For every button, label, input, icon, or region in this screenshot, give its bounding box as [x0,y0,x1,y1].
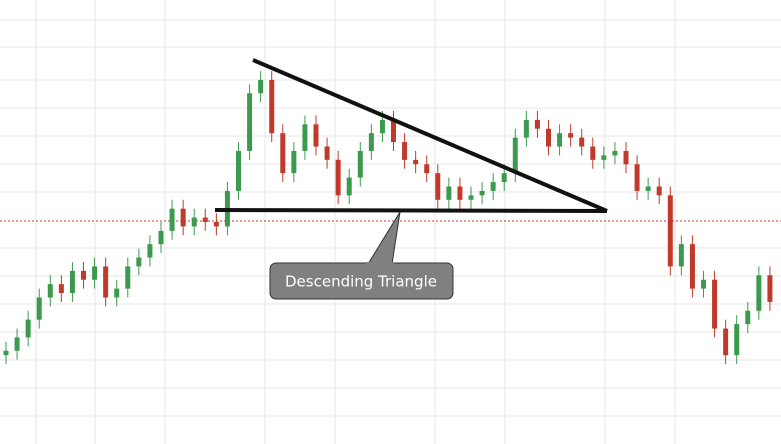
candle-body [756,275,762,311]
resistance-line [252,58,608,213]
candle-body [656,186,662,196]
candle-body [435,173,441,200]
candle-body [523,119,529,138]
callout-join [366,262,394,265]
candle-body [712,279,718,329]
candle-body [568,133,574,138]
candle-body [58,284,64,294]
candle-body [346,177,352,196]
candle-body [47,284,53,298]
candle-body [402,142,408,160]
candle-body [557,133,563,147]
candle-body [612,150,618,156]
candle-body [678,244,684,267]
candle-body [169,208,175,231]
annotation-text: Descending Triangle [285,273,437,291]
candle-body [180,208,186,227]
candle-body [479,190,485,196]
candle-body [734,324,740,356]
callout-box [269,262,454,300]
candle-body [424,164,430,174]
candle-body [335,159,341,196]
candle-body [213,222,219,227]
candle-body [391,119,396,143]
candle-body [446,186,452,200]
candle-body [645,186,651,191]
candle-body [634,164,640,191]
candle-body [103,266,109,298]
candle-body [136,257,142,267]
candle-body [258,79,264,94]
candle-body [236,150,241,191]
candle-body [280,133,286,174]
support-line [214,208,608,213]
candle-body [92,266,98,280]
candle-body [667,195,673,267]
candle-body [413,159,419,165]
candle-body [723,328,729,356]
callout-pointer [367,211,401,265]
candle-body [291,150,297,174]
candle-body [158,230,164,245]
candle-body [379,119,385,134]
candle-body [490,182,496,191]
candle-body [3,350,9,356]
candle-body [69,270,75,294]
candle-body [313,124,319,147]
candle-body [247,93,253,151]
candle-body [14,337,20,351]
candle-body [590,146,596,160]
candle-body [468,195,474,200]
candle-body [623,150,629,165]
candles [3,71,773,365]
candle-body [202,217,208,222]
candle-body [689,244,695,289]
candle-body [269,79,275,134]
callout: Descending Triangle [269,211,454,300]
candle-body [25,319,31,338]
candle-body [125,266,131,289]
candle-body [324,146,330,160]
candle-body [546,128,551,147]
candle-body [368,133,374,151]
candle-body [579,137,585,147]
candle-body [114,288,120,298]
candle-body [36,297,42,320]
candle-body [534,119,540,129]
candle-body [767,275,773,302]
pattern-lines [214,58,608,213]
candle-body [701,279,706,289]
candle-body [745,310,751,325]
candle-body [601,155,607,160]
candle-body [302,124,308,151]
candle-body [501,173,507,183]
candle-body [191,217,197,227]
candle-body [512,137,518,174]
candle-body [81,270,86,280]
candle-body [147,244,153,258]
candle-body [357,150,363,178]
candle-body [457,186,463,200]
